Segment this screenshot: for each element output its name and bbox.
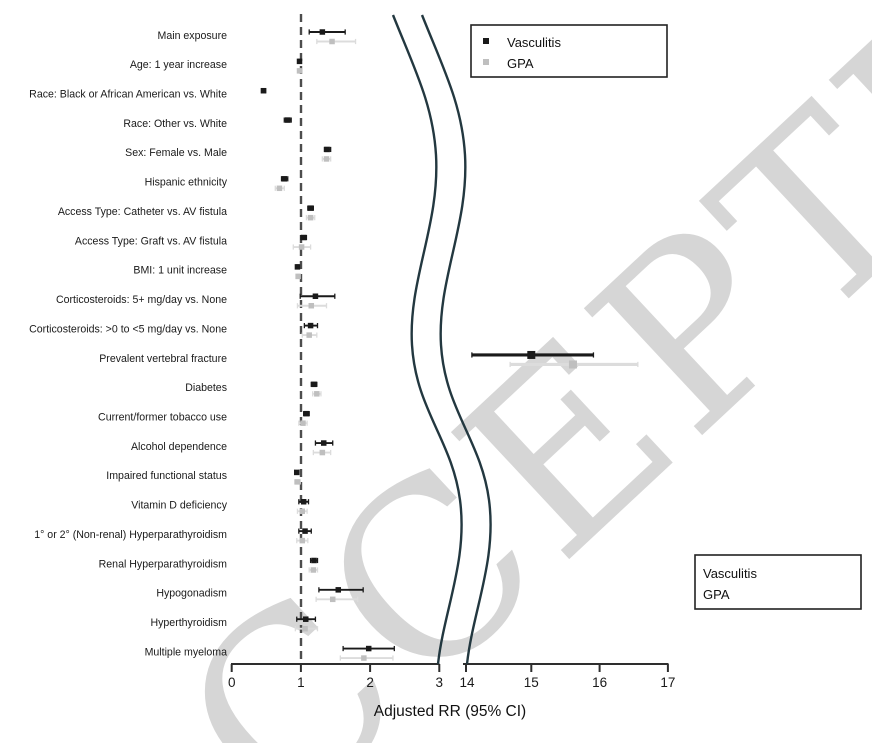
axis-tick-label: 2 (366, 675, 374, 690)
marker-vasculitis (302, 528, 308, 534)
marker-gpa (298, 244, 305, 250)
x-axis-title: Adjusted RR (95% CI) (374, 703, 526, 720)
axis-break-curve-left (391, 14, 463, 665)
marker-vasculitis (293, 469, 300, 476)
legend-label-gpa: GPA (507, 56, 534, 71)
marker-vasculitis (303, 410, 310, 417)
row-label: Corticosteroids: >0 to <5 mg/day vs. Non… (29, 323, 227, 335)
marker-gpa (314, 391, 320, 397)
marker-vasculitis (319, 29, 326, 35)
marker-gpa (295, 273, 301, 280)
x-axis: 0 1 2 3 14 15 16 17 (228, 663, 675, 690)
axis-tick-label: 0 (228, 675, 236, 690)
marker-gpa (310, 567, 317, 573)
row-label: Race: Other vs. White (123, 118, 227, 130)
row-label: Hispanic ethnicity (145, 177, 228, 189)
marker-gpa (302, 625, 308, 632)
marker-gpa (300, 420, 306, 426)
marker-vasculitis (365, 645, 372, 652)
row-label: Hyperthyroidism (150, 617, 227, 629)
marker-gpa (361, 655, 367, 661)
row-label: Current/former tobacco use (98, 411, 227, 423)
data-rows: Main exposure Age: 1 year increase Race: B… (29, 29, 639, 661)
legend-right: Vasculitis GPA (694, 554, 862, 610)
marker-vasculitis (260, 87, 267, 94)
marker-vasculitis (320, 440, 327, 446)
marker-vasculitis (527, 350, 536, 359)
legend-right-box (694, 554, 862, 610)
marker-vasculitis (324, 146, 330, 153)
axis-tick-label: 3 (436, 675, 444, 690)
marker-vasculitis (335, 587, 342, 593)
row-label: BMI: 1 unit increase (133, 265, 227, 277)
row-label: Main exposure (158, 30, 228, 42)
row-label: Vitamin D deficiency (131, 500, 227, 512)
marker-gpa (568, 360, 577, 369)
marker-gpa (306, 332, 312, 338)
row-label: Alcohol dependence (131, 441, 227, 453)
row-label: Renal Hyperparathyroidism (99, 558, 228, 570)
axis-tick-label: 17 (660, 675, 675, 690)
marker-vasculitis (311, 557, 317, 564)
marker-vasculitis (300, 499, 307, 505)
row-label: Access Type: Graft vs. AV fistula (75, 235, 227, 247)
legend-swatch-vasculitis (483, 38, 489, 44)
marker-gpa (307, 214, 314, 221)
marker-gpa (299, 537, 306, 544)
row-label: Age: 1 year increase (130, 59, 227, 71)
legend-right-label-gpa: GPA (703, 587, 730, 602)
row-label: Corticosteroids: 5+ mg/day vs. None (56, 294, 227, 306)
row-label: Access Type: Catheter vs. AV fistula (58, 206, 227, 218)
marker-gpa (323, 156, 330, 162)
legend-label-vasculitis: Vasculitis (507, 35, 561, 50)
marker-gpa (296, 68, 303, 74)
row-label: Prevalent vertebral fracture (99, 353, 227, 365)
marker-gpa (319, 449, 326, 456)
marker-vasculitis (296, 58, 303, 65)
row-label: Diabetes (185, 382, 227, 394)
marker-vasculitis (300, 234, 307, 241)
axis-tick-label: 16 (592, 675, 607, 690)
marker-vasculitis (302, 616, 309, 622)
marker-gpa (299, 508, 306, 515)
row-label: Impaired functional status (106, 470, 227, 482)
axis-tick-label: 1 (297, 675, 305, 690)
axis-break-curve-right (420, 14, 492, 665)
row-label: Race: Black or African American vs. Whit… (29, 89, 227, 101)
marker-vasculitis (307, 322, 314, 329)
row-label: Multiple myeloma (145, 646, 228, 658)
marker-gpa (276, 185, 283, 192)
row-label: 1° or 2° (Non-renal) Hyperparathyroidism (34, 529, 227, 541)
marker-vasculitis (285, 117, 291, 123)
row-label: Hypogonadism (156, 588, 227, 600)
legend-top: Vasculitis GPA (470, 24, 668, 78)
axis-tick-label: 14 (459, 675, 475, 690)
marker-gpa (294, 479, 301, 485)
axis-tick-label: 15 (524, 675, 539, 690)
marker-vasculitis (312, 293, 319, 299)
legend-swatch-gpa (483, 59, 489, 65)
marker-vasculitis (294, 264, 301, 270)
marker-vasculitis (311, 381, 317, 388)
legend-top-box (470, 24, 668, 78)
marker-gpa (308, 302, 315, 309)
legend-right-label-vasculitis: Vasculitis (703, 566, 757, 581)
marker-gpa (329, 596, 336, 603)
marker-vasculitis (307, 205, 314, 211)
marker-gpa (329, 38, 335, 45)
row-label: Sex: Female vs. Male (125, 147, 227, 159)
marker-vasculitis (281, 176, 288, 182)
